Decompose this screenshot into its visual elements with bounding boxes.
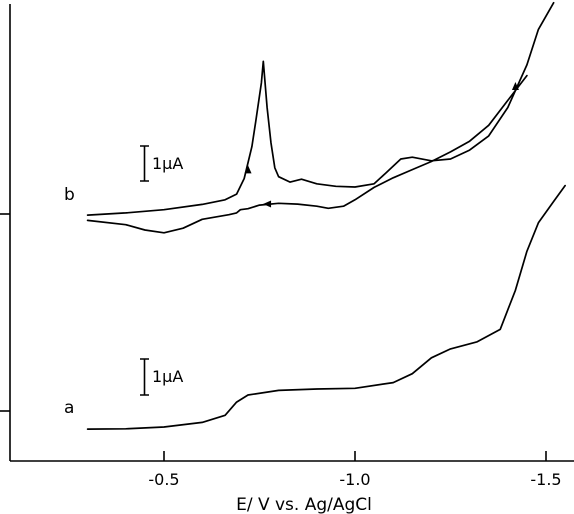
baseline-ticks [0,213,10,412]
x-axis-title: E/ V vs. Ag/AgCl [236,495,372,514]
trace-b-return [86,74,528,234]
scalebar-b-mark [140,145,149,182]
x-tick-label: -1.0 [339,470,370,489]
x-tick-label: -0.5 [148,470,179,489]
scalebar-b-label: 1μA [152,154,183,173]
trace-label-a: a [64,398,74,418]
scalebar-a-mark [140,358,149,396]
trace-label-b: b [64,185,75,205]
scalebar-a-label: 1μA [152,367,183,386]
arrow-left-icon [263,200,272,208]
x-tick-label: -1.5 [530,470,561,489]
scalebar-a: 1μA [140,358,183,396]
trace-a [86,184,566,430]
traces [86,1,566,430]
trace-b-forward [86,1,555,216]
arrow-up-icon [244,165,252,174]
arrow-up-icon [511,81,519,90]
x-ticks: -0.5 -1.0 -1.5 [148,451,562,489]
scalebar-b: 1μA [140,145,183,182]
axes [9,4,574,462]
